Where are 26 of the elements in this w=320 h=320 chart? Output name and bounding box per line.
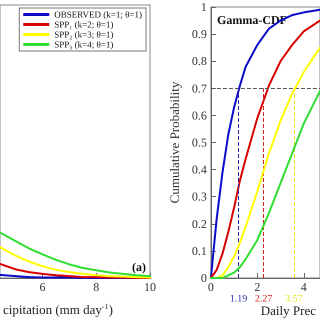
y-axis-title: Cumulative Probability	[167, 81, 182, 204]
y-tick-label: 0.5	[192, 136, 207, 150]
ref-line-label: 3.57	[285, 294, 303, 304]
y-tick-label: 1	[200, 0, 207, 14]
x-tick-label: 2	[254, 280, 260, 294]
ref-line-label: 1.19	[230, 294, 248, 304]
x-tick-label: 4	[300, 280, 307, 294]
legend-label: OBSERVED (k=1; θ=1)	[54, 10, 142, 20]
y-tick-label: 0.3	[192, 190, 207, 204]
legend-label: SPP₂ (k=3; θ=1)	[54, 30, 114, 40]
annotation: (a)	[132, 260, 146, 274]
x-tick-label: 10	[144, 280, 156, 294]
legend-label: SPP₁ (k=2; θ=1)	[54, 20, 114, 30]
ref-line-label: 2.27	[254, 294, 272, 304]
x-tick-label: 8	[93, 280, 100, 294]
y-tick-label: 0.2	[192, 216, 207, 231]
x-tick-label: 6	[39, 280, 46, 294]
y-tick-label: 0.4	[192, 162, 207, 177]
y-tick-label: 0.8	[192, 54, 207, 68]
y-tick-label: 0.9	[192, 27, 207, 42]
y-tick-label: 0	[200, 271, 207, 285]
y-tick-label: 0.6	[192, 108, 207, 122]
y-tick-label: 0.1	[192, 244, 207, 258]
x-axis-title: Daily Prec	[260, 303, 316, 318]
y-tick-label: 0.7	[192, 81, 207, 96]
legend-label: SPP₃ (k=4; θ=1)	[54, 40, 114, 50]
